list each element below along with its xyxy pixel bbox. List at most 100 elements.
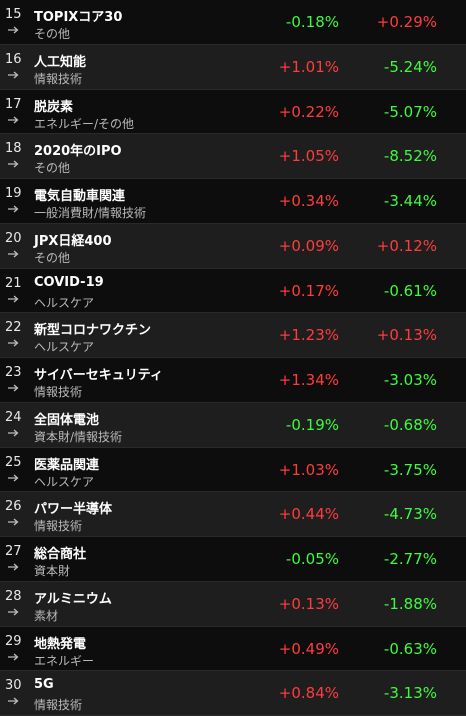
theme-row[interactable]: 18 2020年のIPO その他 +1.05% -8.52% — [0, 134, 466, 179]
theme-name: TOPIXコア30 — [34, 10, 123, 25]
theme-name: JPX日経400 — [34, 233, 112, 249]
change-1: +0.09% — [278, 236, 339, 255]
sector: その他 — [34, 250, 71, 265]
change-1: +0.49% — [278, 639, 339, 658]
change-1: +0.22% — [278, 102, 339, 121]
arrow-shape — [8, 384, 19, 392]
change-2: -5.07% — [383, 102, 437, 121]
arrow-icon — [8, 563, 19, 571]
theme-row[interactable]: 28 アルミニウム 素材 +0.13% -1.88% — [0, 581, 466, 627]
theme-name: 地熱発電 — [34, 636, 87, 652]
arrow-shape — [8, 608, 19, 616]
rank: 23 — [5, 365, 22, 380]
change-1: +0.44% — [278, 505, 339, 524]
change-2: +0.12% — [376, 236, 437, 255]
sector: 情報技術 — [34, 519, 83, 534]
arrow-icon — [8, 250, 19, 258]
arrow-icon — [8, 71, 19, 79]
theme-row[interactable]: 16 人工知能 情報技術 +1.01% -5.24% — [0, 44, 466, 90]
change-2: -3.03% — [383, 371, 437, 389]
theme-row[interactable]: 25 医薬品関連 ヘルスケア +1.03% -3.75% — [0, 447, 466, 493]
theme-row[interactable]: 19 電気自動車関連 一般消費財/情報技術 +0.34% -3.44% — [0, 179, 466, 224]
change-2: -0.63% — [383, 639, 437, 658]
change-2: -8.52% — [383, 147, 437, 166]
change-1: +0.17% — [278, 281, 339, 300]
theme-row[interactable]: 24 全固体電池 資本財/情報技術 -0.19% -0.68% — [0, 402, 466, 448]
theme-row[interactable]: 27 総合商社 資本財 -0.05% -2.77% — [0, 537, 466, 582]
change-2: -1.88% — [383, 594, 437, 613]
arrow-icon — [8, 339, 19, 347]
theme-row[interactable]: 15 TOPIXコア30 その他 -0.18% +0.29% — [0, 0, 466, 45]
rank: 27 — [5, 544, 22, 559]
theme-row[interactable]: 17 脱炭素 エネルギー/その他 +0.22% -5.07% — [0, 89, 466, 135]
theme-name: COVID-19 — [34, 274, 104, 290]
theme-row[interactable]: 21 COVID-19 ヘルスケア +0.17% -0.61% — [0, 268, 466, 314]
theme-row[interactable]: 30 5G 情報技術 +0.84% -3.13% — [0, 671, 466, 716]
change-2: -0.68% — [383, 415, 437, 434]
rank: 30 — [5, 678, 22, 694]
arrow-shape — [8, 26, 19, 34]
theme-row[interactable]: 29 地熱発電 エネルギー +0.49% -0.63% — [0, 626, 466, 672]
arrow-shape — [8, 250, 19, 258]
sector: 情報技術 — [34, 71, 83, 86]
arrow-icon — [8, 608, 19, 616]
change-2: -5.24% — [383, 57, 437, 76]
sector: 資本財 — [34, 564, 71, 578]
rank: 19 — [5, 186, 22, 201]
theme-name: 2020年のIPO — [34, 144, 122, 160]
change-1: +0.34% — [278, 192, 339, 210]
theme-name: 人工知能 — [34, 54, 87, 70]
theme-name: 新型コロナワクチン — [34, 323, 152, 339]
change-1: +1.01% — [278, 57, 339, 76]
arrow-shape — [8, 697, 19, 705]
rank: 21 — [5, 275, 22, 291]
change-2: +0.13% — [376, 326, 437, 345]
change-1: -0.19% — [285, 415, 339, 434]
arrow-shape — [8, 653, 19, 660]
arrow-shape — [8, 339, 19, 347]
sector: ヘルスケア — [34, 295, 95, 310]
change-1: -0.18% — [285, 13, 339, 31]
theme-name: 全固体電池 — [34, 412, 100, 428]
rank: 16 — [5, 51, 22, 67]
rank: 26 — [5, 499, 22, 515]
arrow-shape — [8, 518, 19, 526]
theme-row[interactable]: 23 サイバーセキュリティ 情報技術 +1.34% -3.03% — [0, 358, 466, 403]
sector: エネルギー — [34, 653, 95, 668]
rank: 29 — [5, 633, 22, 649]
sector: 素材 — [34, 608, 59, 623]
theme-name: 総合商社 — [34, 547, 87, 562]
arrow-icon — [8, 205, 19, 213]
change-2: -3.44% — [383, 192, 437, 210]
sector: 情報技術 — [34, 385, 83, 399]
arrow-shape — [8, 71, 19, 79]
theme-row[interactable]: 20 JPX日経400 その他 +0.09% +0.12% — [0, 223, 466, 269]
change-1: +1.23% — [278, 326, 339, 345]
theme-row[interactable]: 22 新型コロナワクチン ヘルスケア +1.23% +0.13% — [0, 313, 466, 358]
arrow-shape — [8, 205, 19, 213]
change-1: -0.05% — [285, 550, 339, 568]
arrow-shape — [8, 429, 19, 437]
sector: ヘルスケア — [34, 474, 95, 489]
arrow-shape — [8, 116, 19, 123]
arrow-icon — [8, 384, 19, 392]
rank: 25 — [5, 454, 22, 470]
theme-name: 脱炭素 — [34, 99, 74, 115]
arrow-shape — [8, 474, 19, 481]
arrow-icon — [8, 474, 19, 481]
change-2: +0.29% — [376, 13, 437, 31]
rank: 18 — [5, 141, 22, 157]
theme-row[interactable]: 26 パワー半導体 情報技術 +0.44% -4.73% — [0, 492, 466, 537]
rank: 24 — [5, 409, 22, 425]
change-2: -3.75% — [383, 460, 437, 479]
rank: 17 — [5, 96, 22, 112]
arrow-icon — [8, 26, 19, 34]
change-1: +1.05% — [278, 147, 339, 166]
arrow-icon — [8, 697, 19, 705]
arrow-shape — [8, 160, 19, 168]
arrow-icon — [8, 160, 19, 168]
sector: 情報技術 — [34, 698, 83, 713]
change-2: -0.61% — [383, 281, 437, 300]
theme-name: 電気自動車関連 — [34, 189, 126, 204]
